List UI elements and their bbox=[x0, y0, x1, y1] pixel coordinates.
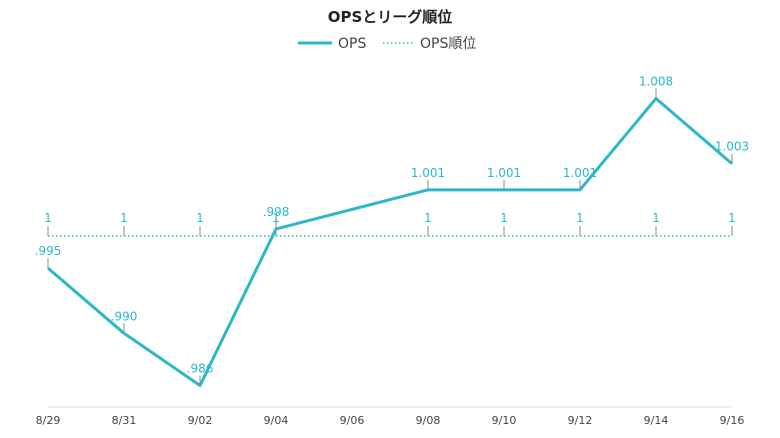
ops-data-label: 1.001 bbox=[487, 166, 521, 180]
ops-data-label: 1.001 bbox=[563, 166, 597, 180]
x-tick-label: 9/06 bbox=[340, 414, 365, 427]
ops-rank-series: 1 1 1 1 1 1 1 1 1 bbox=[44, 211, 736, 237]
x-tick-label: 9/14 bbox=[644, 414, 669, 427]
rank-data-label: 1 bbox=[728, 211, 736, 225]
rank-data-label: 1 bbox=[272, 211, 280, 225]
x-tick-label: 8/29 bbox=[36, 414, 61, 427]
ops-data-label: 1.003 bbox=[715, 140, 749, 154]
ops-data-label: .990 bbox=[111, 309, 138, 323]
rank-data-label: 1 bbox=[44, 211, 52, 225]
x-tick-label: 8/31 bbox=[112, 414, 137, 427]
rank-data-label: 1 bbox=[120, 211, 128, 225]
rank-data-label: 1 bbox=[500, 211, 508, 225]
rank-data-label: 1 bbox=[196, 211, 204, 225]
x-tick-label: 9/02 bbox=[188, 414, 213, 427]
x-tick-label: 9/04 bbox=[264, 414, 289, 427]
x-tick-label: 9/08 bbox=[416, 414, 441, 427]
rank-data-label: 1 bbox=[424, 211, 432, 225]
ops-series: .995 .990 .986 .998 1.001 1.001 1.001 1.008 1.00… bbox=[35, 75, 749, 387]
chart-title: OPSとリーグ順位 bbox=[328, 8, 453, 26]
x-tick-label: 9/12 bbox=[568, 414, 593, 427]
rank-data-label: 1 bbox=[652, 211, 660, 225]
legend-rank-label: OPS順位 bbox=[420, 36, 476, 52]
x-tick-label: 9/10 bbox=[492, 414, 517, 427]
x-axis-ticks: 8/29 8/31 9/02 9/04 9/06 9/08 9/10 9/12 9/14 9/16 bbox=[36, 414, 745, 427]
ops-data-label: .998 bbox=[263, 205, 290, 219]
rank-data-label: 1 bbox=[576, 211, 584, 225]
legend-ops-label: OPS bbox=[338, 36, 366, 52]
ops-data-label: 1.008 bbox=[639, 75, 673, 89]
ops-data-label: 1.001 bbox=[411, 166, 445, 180]
x-tick-label: 9/16 bbox=[720, 414, 745, 427]
ops-data-label: .986 bbox=[187, 361, 214, 375]
legend: OPS OPS順位 bbox=[298, 36, 476, 52]
ops-data-label: .995 bbox=[35, 244, 62, 258]
ops-line bbox=[47, 97, 733, 387]
